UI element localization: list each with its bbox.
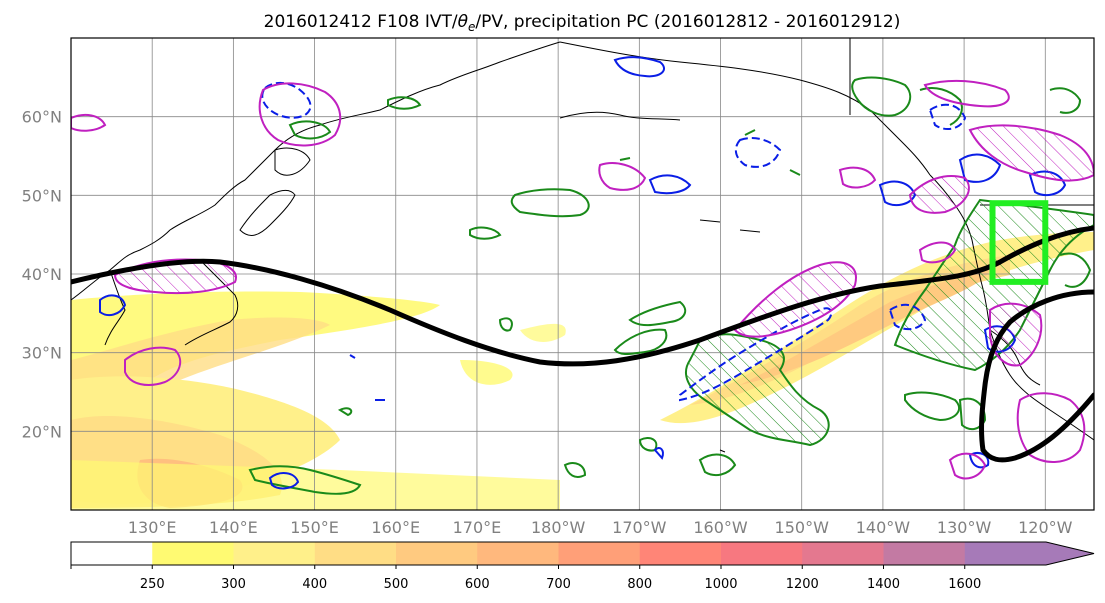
colorbar-segment xyxy=(639,542,722,565)
map-frame xyxy=(70,37,1095,511)
longitude-label: 140°W xyxy=(856,518,911,537)
colorbar-tick-label: 300 xyxy=(221,577,246,592)
longitude-label: 140°E xyxy=(209,518,258,537)
longitude-label: 150°E xyxy=(290,518,339,537)
colorbar-segment xyxy=(71,542,153,565)
longitude-label: 160°E xyxy=(371,518,420,537)
colorbar-segment xyxy=(558,542,641,565)
colorbar-segment xyxy=(883,542,966,565)
colorbar-segment xyxy=(233,542,316,565)
colorbar-segment xyxy=(314,542,397,565)
colorbar-tick-label: 800 xyxy=(627,577,652,592)
latitude-label: 30°N xyxy=(22,344,62,363)
colorbar-segment xyxy=(152,542,234,565)
colorbar-outline xyxy=(70,541,1095,566)
latitude-label: 50°N xyxy=(22,186,62,205)
blue-contours xyxy=(99,56,1067,490)
colorbar-extend-arrow xyxy=(1046,542,1094,565)
longitude-label: 180°W xyxy=(531,518,586,537)
colorbar-segment xyxy=(396,542,478,565)
colorbar: 250 300 400 500 600 700 800 1000 1200 1400 1600 xyxy=(70,541,1095,592)
colorbar-tick-label: 1200 xyxy=(786,577,819,592)
colorbar-tick-label: 1000 xyxy=(704,577,737,592)
map-panel: 60°N 50°N 40°N 30°N 20°N 130°E 140°E 150°E 160°… xyxy=(22,37,1095,537)
colorbar-segment xyxy=(964,542,1047,565)
colorbar-tick-label: 250 xyxy=(140,577,165,592)
colorbar-segment xyxy=(721,542,803,565)
latitude-labels: 60°N 50°N 40°N 30°N 20°N xyxy=(22,108,62,442)
target-region-box xyxy=(989,200,1049,285)
longitude-label: 130°W xyxy=(937,518,992,537)
jet-streamline xyxy=(71,225,1094,463)
colorbar-segment xyxy=(802,542,884,565)
longitude-label: 170°E xyxy=(453,518,502,537)
longitude-label: 150°W xyxy=(775,518,830,537)
longitude-label: 170°W xyxy=(612,518,667,537)
colorbar-tick-label: 600 xyxy=(465,577,490,592)
latitude-label: 60°N xyxy=(22,108,62,127)
figure-title: 2016012412 F108 IVT/θe/PV, precipitation… xyxy=(264,12,901,34)
latitude-label: 40°N xyxy=(22,265,62,284)
colorbar-tick-label: 1600 xyxy=(948,577,981,592)
colorbar-tick-label: 500 xyxy=(384,577,409,592)
longitude-label: 120°W xyxy=(1018,518,1073,537)
colorbar-tick-label: 700 xyxy=(546,577,571,592)
longitude-label: 130°E xyxy=(128,518,177,537)
colorbar-tick-label: 400 xyxy=(302,577,327,592)
latitude-label: 20°N xyxy=(22,422,62,441)
longitude-labels: 130°E 140°E 150°E 160°E 170°E 180°W 170°W 160°W… xyxy=(128,518,1073,537)
longitude-label: 160°W xyxy=(693,518,748,537)
colorbar-segment xyxy=(477,542,559,565)
colorbar-tick-label: 1400 xyxy=(867,577,900,592)
